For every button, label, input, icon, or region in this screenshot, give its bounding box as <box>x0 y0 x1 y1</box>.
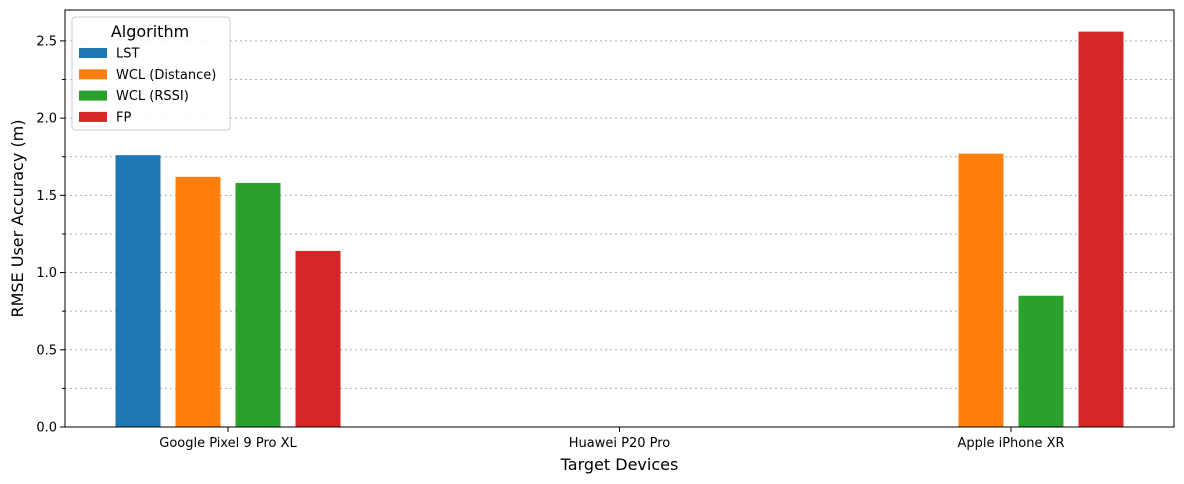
legend-label: WCL (RSSI) <box>116 89 189 104</box>
bar <box>115 155 161 427</box>
x-tick-label: Huawei P20 Pro <box>569 436 671 451</box>
legend-title: Algorithm <box>111 22 189 41</box>
x-tick-label: Google Pixel 9 Pro XL <box>159 436 297 451</box>
plot-frame <box>64 9 1175 428</box>
y-axis-title: RMSE User Accuracy (m) <box>8 119 27 317</box>
x-axis-ticks: Google Pixel 9 Pro XL Huawei P20 Pro Apple… <box>159 427 1065 451</box>
y-tick-label: 1.0 <box>36 266 57 281</box>
grid-lines <box>65 40 1174 389</box>
bar <box>175 176 221 427</box>
y-tick-label: 1.5 <box>36 189 57 204</box>
legend-swatch <box>79 48 107 58</box>
x-axis-title: Target Devices <box>560 455 679 474</box>
bar <box>1078 31 1124 427</box>
y-axis-ticks: 0.0 0.5 1.0 1.5 2.0 2.5 <box>36 34 65 436</box>
bars <box>115 31 1124 427</box>
legend-swatch <box>79 90 107 101</box>
legend-label: LST <box>116 47 139 62</box>
y-tick-label: 0.5 <box>36 343 57 358</box>
y-tick-label: 2.5 <box>36 34 57 49</box>
bar <box>1018 295 1064 427</box>
legend-label: WCL (Distance) <box>116 68 216 83</box>
bar <box>958 153 1004 427</box>
x-tick-label: Apple iPhone XR <box>957 436 1064 451</box>
legend-swatch <box>79 69 107 80</box>
y-tick-label: 0.0 <box>36 421 57 436</box>
legend-swatch <box>79 111 107 122</box>
legend: Algorithm LST WCL (Distance) WCL (RSSI) FP <box>71 16 231 131</box>
bar <box>295 250 341 427</box>
legend-box <box>71 16 231 131</box>
legend-items: LST WCL (Distance) WCL (RSSI) FP <box>79 47 216 125</box>
axes <box>64 9 1175 428</box>
bar <box>235 182 281 427</box>
y-tick-label: 2.0 <box>36 112 57 127</box>
legend-label: FP <box>116 110 131 125</box>
